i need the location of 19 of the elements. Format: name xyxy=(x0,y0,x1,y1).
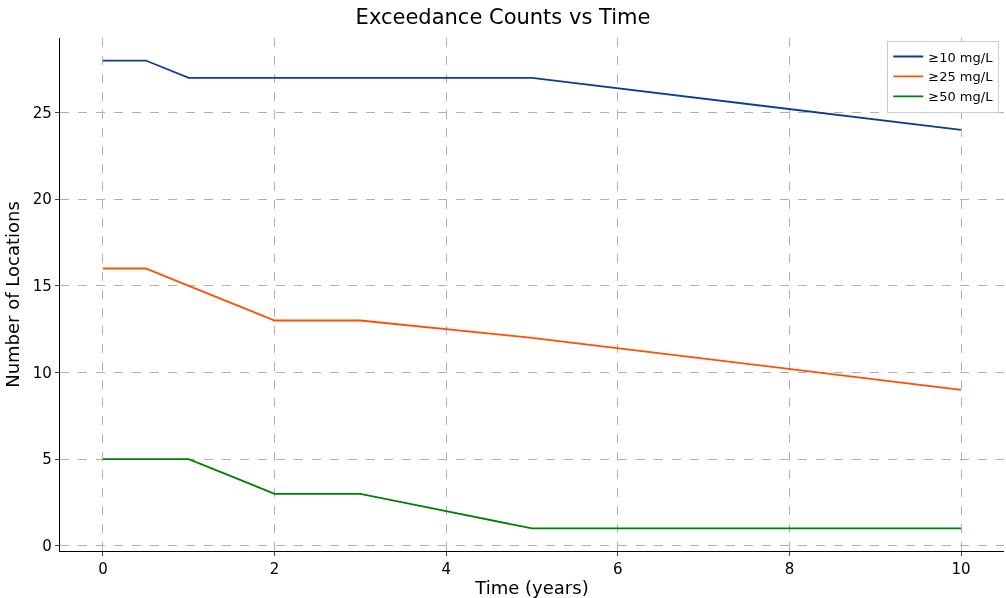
y-tick-label: 20 xyxy=(32,190,52,209)
x-tick-label: 0 xyxy=(98,560,108,579)
y-tick-label: 25 xyxy=(32,103,52,122)
x-tick-label: 4 xyxy=(441,560,451,579)
x-axis-title: Time (years) xyxy=(474,577,589,598)
y-axis-title: Number of Locations xyxy=(2,201,24,388)
legend-label: ≥25 mg/L xyxy=(928,69,994,85)
y-tick-label: 0 xyxy=(42,537,52,556)
x-tick-label: 2 xyxy=(269,560,280,579)
x-tick-label: 10 xyxy=(951,560,971,579)
legend-label: ≥10 mg/L xyxy=(928,49,994,65)
y-tick-label: 10 xyxy=(32,363,52,382)
legend-label: ≥50 mg/L xyxy=(928,89,994,105)
y-tick-label: 15 xyxy=(32,277,52,296)
x-tick-label: 6 xyxy=(613,560,623,579)
x-tick-label: 8 xyxy=(784,560,795,579)
y-tick-label: 5 xyxy=(42,450,52,469)
line-series xyxy=(102,267,962,391)
chart-title: Exceedance Counts vs Time xyxy=(355,4,651,29)
